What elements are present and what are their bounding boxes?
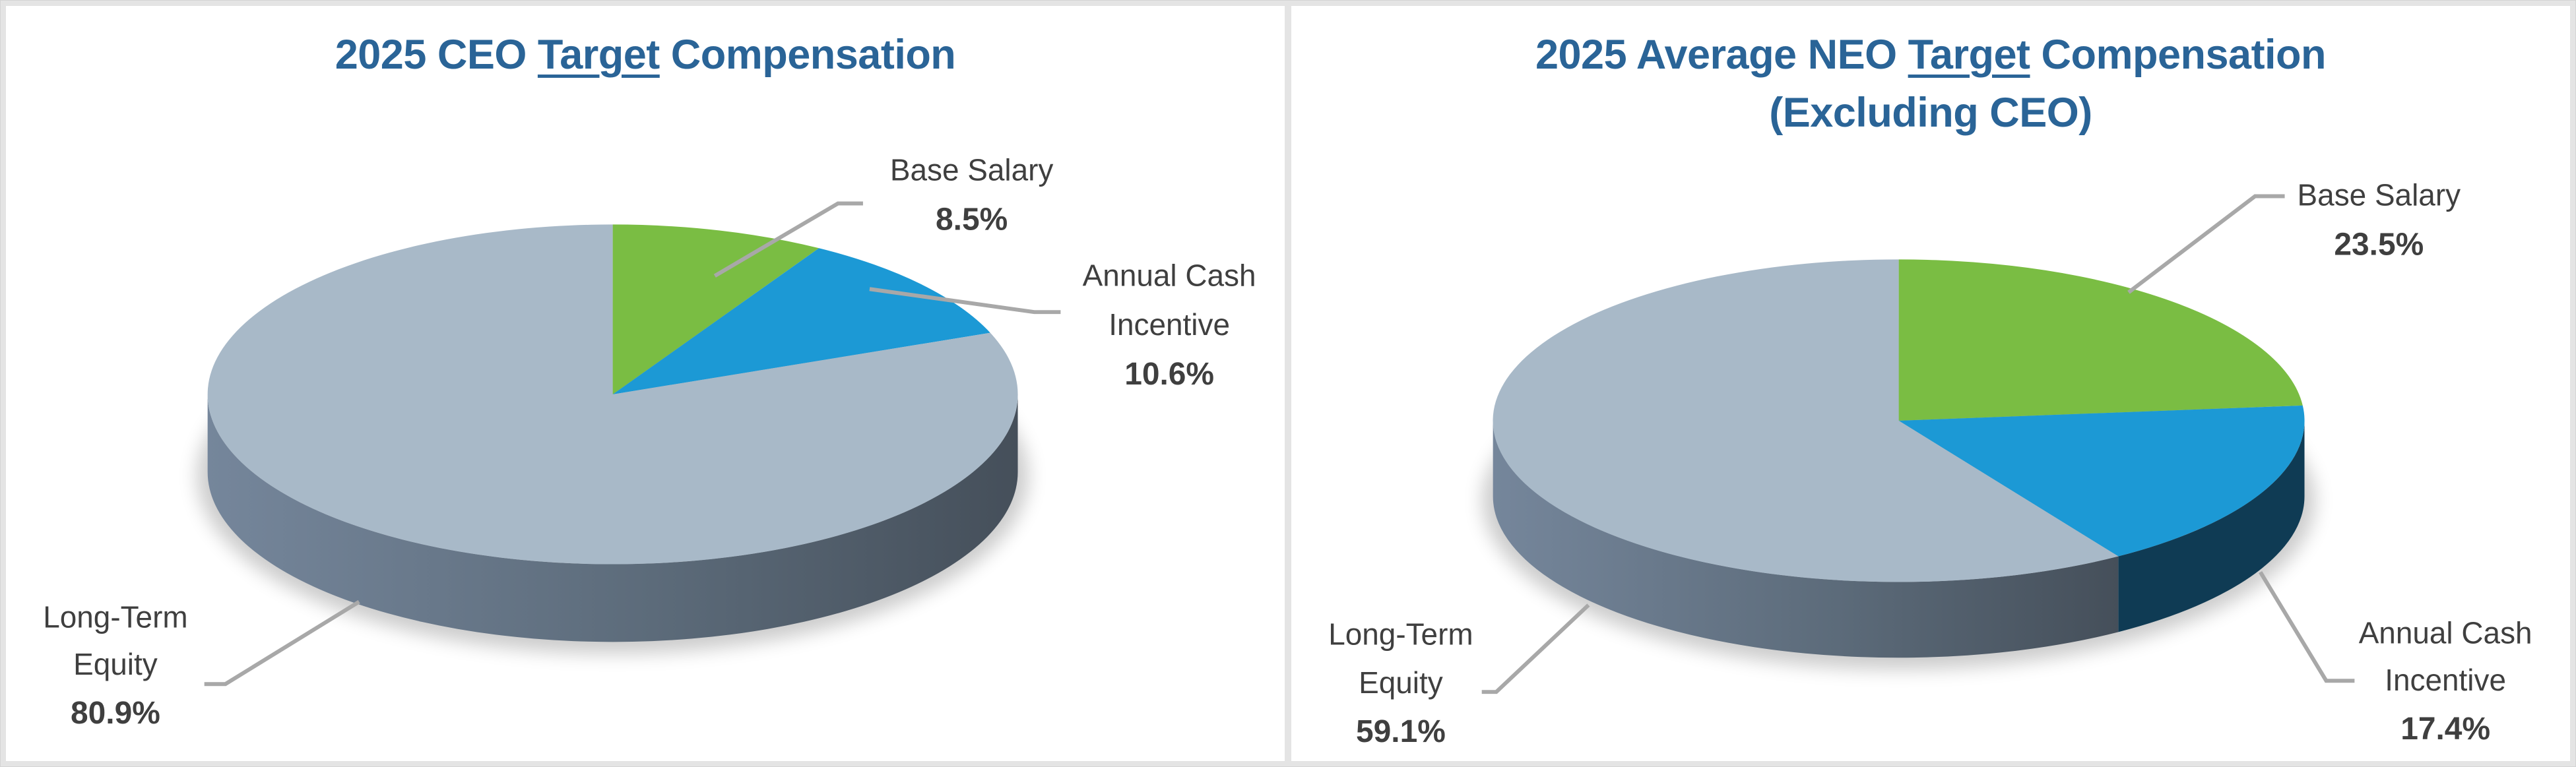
label-long-term-line2: Equity bbox=[1359, 665, 1443, 700]
pie-slice-base-salary bbox=[612, 224, 820, 394]
leader-line-long-term-equity bbox=[1481, 603, 1590, 694]
title-pre: 2025 Average NEO bbox=[1535, 32, 1908, 78]
label-annual-cash-line2: Incentive bbox=[1109, 307, 1230, 342]
pie-slice-long-term-equity bbox=[207, 224, 1018, 565]
leader-line-annual-cash-incentive bbox=[869, 287, 1061, 315]
value-long-term: 80.9% bbox=[71, 696, 160, 731]
pie-slice-annual-cash-incentive bbox=[1898, 405, 2305, 557]
title-post: Compensation bbox=[2030, 32, 2327, 78]
leader-line-base-salary bbox=[2127, 194, 2285, 294]
slice-labels-group: Base Salary 23.5% Annual Cash Incentive … bbox=[1328, 177, 2532, 749]
label-long-term-line1: Long-Term bbox=[43, 599, 187, 634]
label-annual-cash-line1: Annual Cash bbox=[2359, 615, 2532, 650]
pie-slice-annual-cash-incentive bbox=[612, 248, 990, 394]
leader-line-long-term-equity bbox=[204, 599, 360, 687]
leader-lines-group bbox=[1481, 194, 2355, 694]
pie-wall-long-term-equity bbox=[1493, 420, 2119, 658]
chart-panel-neo: 2025 Average NEO Target Compensation (Ex… bbox=[1291, 6, 2570, 761]
value-base-salary: 23.5% bbox=[2334, 227, 2424, 262]
leader-lines-group bbox=[204, 201, 1061, 687]
pie-wall-annual-cash-incentive bbox=[2118, 420, 2305, 632]
label-base-salary: Base Salary bbox=[2298, 177, 2461, 212]
pie-chart-neo: Base Salary 23.5% Annual Cash Incentive … bbox=[1328, 177, 2532, 749]
pie-3d-group bbox=[197, 224, 1029, 654]
title-pre: 2025 CEO bbox=[335, 32, 538, 78]
label-base-salary: Base Salary bbox=[890, 153, 1054, 187]
leader-line-annual-cash-incentive bbox=[2259, 570, 2355, 683]
chart-panel-ceo: 2025 CEO Target Compensation Base Salary bbox=[6, 6, 1285, 761]
pie-3d-group bbox=[1482, 259, 2315, 670]
pie-wall-long-term-equity bbox=[207, 394, 1018, 642]
label-long-term-line2: Equity bbox=[73, 647, 158, 681]
title-line1: 2025 Average NEO Target Compensation bbox=[1535, 32, 2327, 78]
chart-title-ceo: 2025 CEO Target Compensation bbox=[6, 26, 1285, 84]
title-underlined-word: Target bbox=[537, 32, 660, 78]
title-line2: (Excluding CEO) bbox=[1769, 90, 2092, 136]
label-long-term-line1: Long-Term bbox=[1328, 617, 1473, 651]
label-annual-cash-line2: Incentive bbox=[2385, 663, 2506, 697]
chart-title-neo: 2025 Average NEO Target Compensation (Ex… bbox=[1291, 26, 2570, 142]
value-annual-cash: 17.4% bbox=[2400, 712, 2490, 747]
label-annual-cash-line1: Annual Cash bbox=[1083, 258, 1256, 292]
value-base-salary: 8.5% bbox=[936, 202, 1008, 237]
pie-chart-ceo: Base Salary 8.5% Annual Cash Incentive 1… bbox=[43, 153, 1256, 731]
slice-labels-group: Base Salary 8.5% Annual Cash Incentive 1… bbox=[43, 153, 1256, 731]
title-underlined-word: Target bbox=[1908, 32, 2030, 78]
leader-line-base-salary bbox=[713, 201, 863, 278]
value-long-term: 59.1% bbox=[1356, 714, 1446, 749]
pie-slice-long-term-equity bbox=[1493, 259, 2119, 582]
pie-slice-base-salary bbox=[1898, 259, 2303, 421]
value-annual-cash: 10.6% bbox=[1124, 357, 1214, 392]
title-line1: 2025 CEO Target Compensation bbox=[335, 32, 956, 78]
title-post: Compensation bbox=[659, 32, 956, 78]
